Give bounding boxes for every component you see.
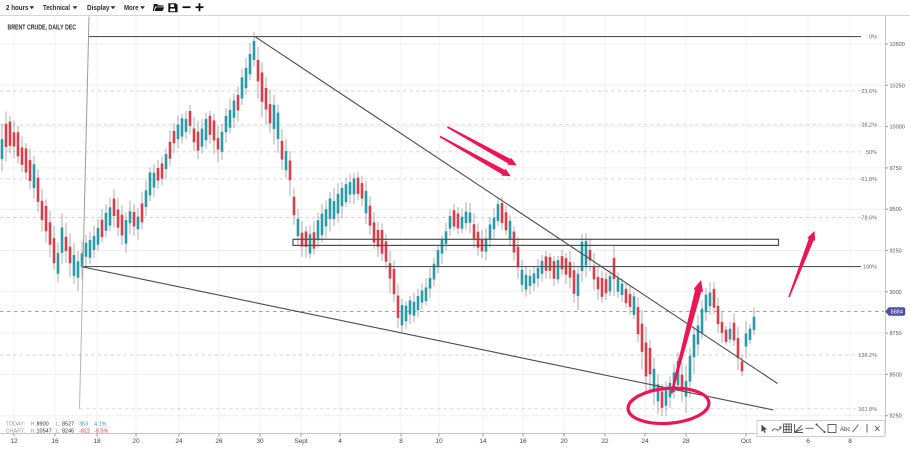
- svg-text:2 hours: 2 hours: [6, 3, 29, 12]
- svg-text:More: More: [124, 3, 139, 12]
- svg-text:10500: 10500: [890, 42, 905, 48]
- svg-text:CHART:: CHART:: [6, 429, 26, 435]
- svg-text:0%: 0%: [869, 35, 877, 41]
- svg-text:26: 26: [215, 438, 223, 445]
- svg-text:24: 24: [641, 438, 649, 445]
- svg-text:22: 22: [601, 438, 609, 445]
- svg-text:4.1%: 4.1%: [94, 422, 107, 428]
- svg-text:24: 24: [175, 438, 183, 445]
- svg-text:61.8%: 61.8%: [861, 177, 877, 183]
- svg-text:9750: 9750: [890, 166, 902, 172]
- svg-text:L:: L:: [56, 422, 61, 428]
- svg-text:10: 10: [435, 438, 443, 445]
- svg-text:16: 16: [519, 438, 527, 445]
- svg-text:L:: L:: [56, 429, 61, 435]
- svg-text:8: 8: [399, 438, 403, 445]
- svg-text:50%: 50%: [866, 150, 877, 156]
- svg-text:-8.5%: -8.5%: [94, 429, 108, 435]
- svg-text:353: 353: [79, 422, 88, 428]
- svg-text:16: 16: [51, 438, 59, 445]
- svg-text:Technical: Technical: [43, 3, 70, 12]
- svg-text:H:: H:: [31, 422, 37, 428]
- svg-text:23.6%: 23.6%: [861, 89, 877, 95]
- svg-text:12: 12: [10, 438, 18, 445]
- svg-text:28: 28: [682, 438, 690, 445]
- svg-text:30: 30: [256, 438, 264, 445]
- svg-text:18: 18: [93, 438, 101, 445]
- svg-text:6: 6: [806, 438, 810, 445]
- svg-text:8527: 8527: [62, 422, 74, 428]
- svg-text:9000: 9000: [890, 290, 902, 296]
- svg-text:8: 8: [848, 438, 852, 445]
- svg-text:20: 20: [560, 438, 568, 445]
- svg-text:TODAY:: TODAY:: [6, 422, 26, 428]
- svg-text:Sept: Sept: [294, 438, 308, 445]
- svg-text:8250: 8250: [890, 414, 902, 420]
- svg-text:10250: 10250: [890, 83, 905, 89]
- svg-text:20: 20: [132, 438, 140, 445]
- svg-text:8900: 8900: [37, 422, 49, 428]
- svg-text:8750: 8750: [890, 331, 902, 337]
- svg-text:BRENT CRUDE, DAILY DEC: BRENT CRUDE, DAILY DEC: [8, 23, 77, 32]
- svg-text:100%: 100%: [863, 265, 877, 271]
- svg-text:38.2%: 38.2%: [861, 123, 877, 129]
- svg-text:Abc: Abc: [840, 427, 850, 433]
- svg-text:9250: 9250: [890, 249, 902, 255]
- svg-text:Display: Display: [87, 3, 110, 12]
- svg-text:H:: H:: [31, 429, 37, 435]
- svg-text:-822: -822: [79, 429, 90, 435]
- svg-text:8500: 8500: [890, 372, 902, 378]
- svg-text:Oct: Oct: [741, 438, 751, 445]
- svg-text:10000: 10000: [890, 125, 905, 131]
- svg-text:8246: 8246: [62, 429, 74, 435]
- svg-text:9500: 9500: [890, 207, 902, 213]
- svg-text:8884: 8884: [891, 310, 903, 316]
- svg-text:78.6%: 78.6%: [861, 216, 877, 222]
- svg-text:4: 4: [338, 438, 342, 445]
- svg-text:14: 14: [479, 438, 487, 445]
- svg-text:138.2%: 138.2%: [858, 353, 877, 359]
- svg-text:161.8%: 161.8%: [858, 407, 877, 413]
- svg-text:10547: 10547: [37, 429, 52, 435]
